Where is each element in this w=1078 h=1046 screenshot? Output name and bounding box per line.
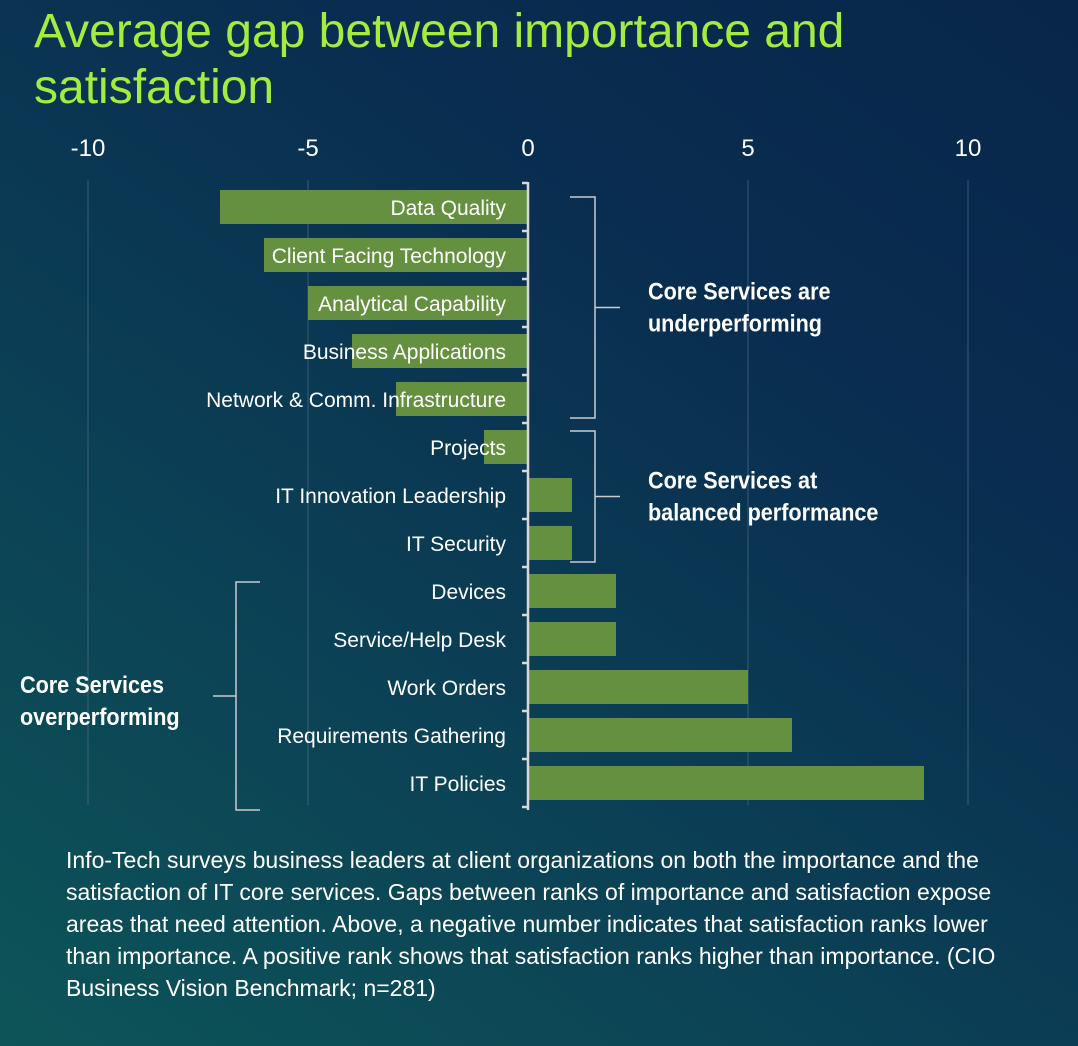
category-label: Service/Help Desk: [333, 629, 506, 652]
bar: [528, 622, 616, 656]
category-label: Client Facing Technology: [272, 245, 507, 268]
bar: [528, 526, 572, 560]
bar-chart: -10 -5 0 5 10 Data Quality Client Facing Techn…: [20, 135, 982, 811]
category-label: Devices: [431, 581, 506, 604]
x-tick-label: -10: [71, 135, 106, 162]
x-tick-label: 0: [521, 135, 534, 162]
group-bracket: [213, 581, 260, 811]
bar: [484, 430, 528, 464]
category-label: IT Innovation Leadership: [275, 485, 506, 508]
x-tick-label: 10: [955, 135, 982, 162]
chart-footnote: Info-Tech surveys business leaders at cl…: [66, 847, 996, 1001]
category-label: Analytical Capability: [318, 293, 506, 316]
category-label: Business Applications: [303, 341, 506, 364]
category-label: IT Policies: [410, 773, 506, 796]
bar: [220, 190, 528, 224]
bar: [264, 238, 528, 272]
group-label: balanced performance: [648, 498, 878, 525]
category-label: Projects: [430, 437, 506, 460]
bar: [352, 334, 528, 368]
group-label: underperforming: [648, 309, 822, 336]
group-bracket: [570, 196, 620, 419]
x-tick-label: 5: [741, 135, 754, 162]
bar: [528, 478, 572, 512]
group-label: Core Services are: [648, 277, 831, 304]
chart-title: Average gap between importance and satis…: [34, 5, 845, 114]
group-bracket: [570, 430, 620, 563]
x-tick-label: -5: [297, 135, 318, 162]
category-label: Network & Comm. Infrastructure: [206, 389, 506, 412]
bar: [396, 382, 528, 416]
group-label: overperforming: [20, 703, 180, 730]
category-label: IT Security: [406, 533, 506, 556]
bar: [528, 766, 924, 800]
category-label: Work Orders: [387, 677, 506, 700]
group-label: Core Services: [20, 671, 164, 698]
bar: [528, 670, 748, 704]
bar: [528, 718, 792, 752]
bar: [528, 574, 616, 608]
category-label: Data Quality: [390, 197, 506, 220]
bar: [308, 286, 528, 320]
category-label: Requirements Gathering: [277, 725, 506, 748]
group-label: Core Services at: [648, 466, 818, 493]
